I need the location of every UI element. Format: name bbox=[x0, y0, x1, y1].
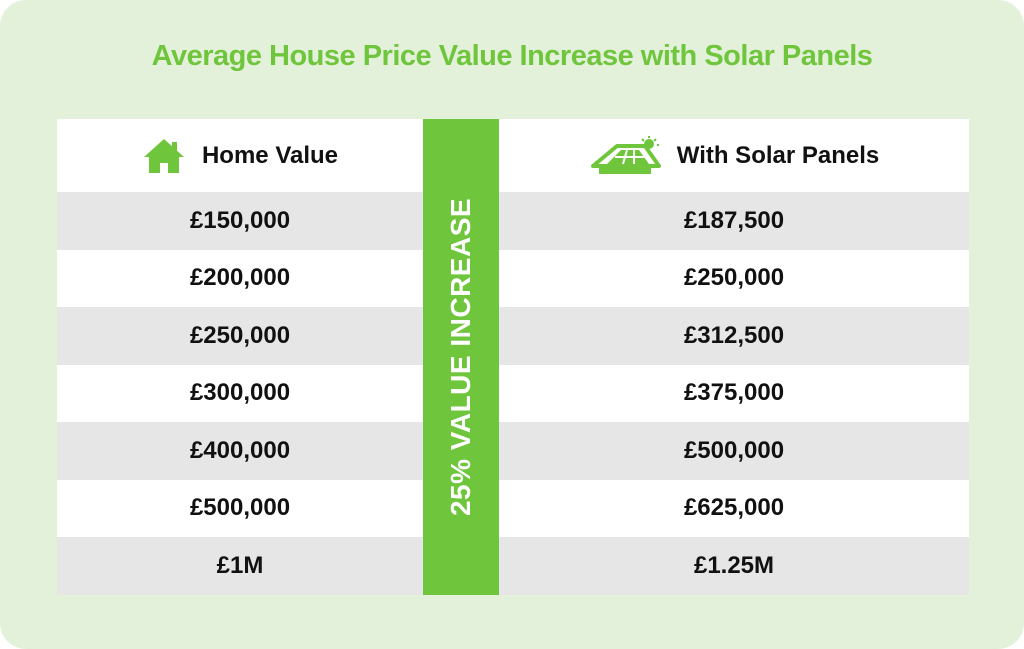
solar-value-cell: £1.25M bbox=[499, 537, 969, 595]
solar-value-cell: £500,000 bbox=[499, 422, 969, 480]
solar-value-header: With Solar Panels bbox=[499, 119, 969, 192]
value-increase-band: 25% VALUE INCREASE bbox=[423, 119, 499, 595]
home-value-cell: £500,000 bbox=[57, 479, 423, 537]
home-value-cell: £250,000 bbox=[57, 307, 423, 365]
home-value-column: Home Value £150,000 £200,000 £250,000 £300,… bbox=[57, 119, 423, 595]
solar-value-cell: £250,000 bbox=[499, 249, 969, 307]
value-increase-label: 25% VALUE INCREASE bbox=[445, 197, 476, 517]
solar-value-cell: £625,000 bbox=[499, 479, 969, 537]
home-value-cell: £150,000 bbox=[57, 192, 423, 250]
home-value-cell: £300,000 bbox=[57, 364, 423, 422]
home-value-header: Home Value bbox=[57, 119, 423, 192]
home-value-cell: £200,000 bbox=[57, 249, 423, 307]
price-table: Home Value £150,000 £200,000 £250,000 £300,… bbox=[57, 119, 969, 595]
solar-value-cell: £187,500 bbox=[499, 192, 969, 250]
solar-value-cell: £312,500 bbox=[499, 307, 969, 365]
home-value-cell: £1M bbox=[57, 537, 423, 595]
solar-value-column: With Solar Panels £187,500 £250,000 £312,5… bbox=[499, 119, 969, 595]
chart-title: Average House Price Value Increase with … bbox=[151, 40, 873, 72]
home-value-cell: £400,000 bbox=[57, 422, 423, 480]
home-value-header-label: Home Value bbox=[201, 141, 339, 169]
solar-value-cell: £375,000 bbox=[499, 364, 969, 422]
house-icon bbox=[142, 137, 186, 175]
solar-roof-icon bbox=[589, 135, 661, 176]
solar-value-header-label: With Solar Panels bbox=[676, 141, 880, 169]
